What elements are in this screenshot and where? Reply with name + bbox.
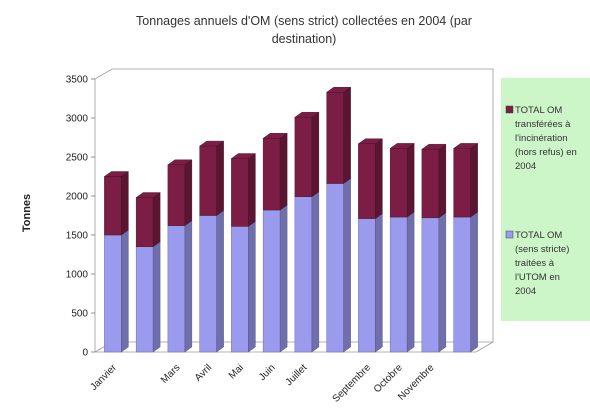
legend-text-line: l'incinération	[515, 133, 568, 144]
y-tick-label: 2000	[66, 192, 89, 203]
x-tick-label: Juin	[257, 362, 278, 383]
bar-utom-side	[470, 211, 478, 353]
bar-utom-side	[248, 221, 256, 353]
bar-top-face	[199, 140, 225, 147]
bar-incineration-side	[279, 132, 288, 211]
bar-incineration-front	[231, 158, 249, 227]
bar-top-face	[167, 159, 193, 166]
bar-incineration-side	[406, 143, 415, 218]
bar-incineration-front	[135, 197, 154, 247]
legend-text-line: 2004	[515, 161, 536, 172]
y-tick-label: 3500	[66, 75, 89, 86]
legend-text-line: transférées à	[515, 119, 571, 130]
legend-text-incineration: TOTAL OM transférées à l'incinération (hors…	[515, 105, 577, 172]
x-axis-ticks: Janvier Mars Avril Mai Juin Juillet SeptembreO…	[88, 362, 436, 405]
bars	[103, 86, 479, 353]
bar-utom-side	[406, 211, 415, 353]
legend-text-line: TOTAL OM	[515, 105, 562, 116]
y-axis-ticks: 0 500 1000 1500 2000 2500 3000 3500	[66, 75, 95, 359]
bar-top-face	[357, 138, 383, 144]
y-tick-label: 1500	[66, 231, 89, 242]
bar-top-face	[326, 87, 352, 93]
y-tick-label: 2500	[66, 153, 89, 164]
legend-text-utom: TOTAL OM (sens stricte) traitées à l'UTOM e…	[515, 230, 569, 297]
bar-incineration-front	[199, 145, 217, 216]
x-tick-label: Janvier	[88, 362, 119, 393]
bar-utom-front	[167, 225, 186, 353]
y-tick-label: 0	[82, 348, 88, 359]
bar-incineration-side	[375, 138, 383, 220]
bar-incineration-front	[262, 138, 281, 211]
legend-swatch-incineration	[505, 105, 514, 114]
bar-top-face	[389, 143, 415, 149]
x-tick-label: Mai	[227, 362, 246, 381]
bar-utom-side	[216, 210, 224, 353]
legend-swatch-utom	[505, 230, 514, 239]
legend-text-line: TOTAL OM	[515, 230, 562, 241]
bar-top-face	[262, 133, 288, 139]
bar-incineration-front	[421, 148, 440, 219]
bar-top-face	[421, 143, 447, 150]
bar-incineration-front	[167, 164, 186, 226]
chart-title-line-2: destination)	[272, 32, 337, 46]
bar-top-face	[294, 112, 320, 118]
legend-text-line: 2004	[515, 286, 536, 297]
bar-incineration-front	[358, 143, 376, 219]
bar-incineration-side	[438, 143, 447, 219]
bar-top-face	[103, 171, 129, 177]
bar-incineration-front	[453, 148, 471, 218]
bar-utom-side	[152, 241, 161, 353]
bar-utom-front	[294, 196, 313, 353]
bar-utom-side	[279, 204, 288, 353]
bar-incineration-front	[104, 176, 122, 236]
y-tick-label: 3000	[66, 114, 89, 125]
bar-incineration-side	[343, 86, 351, 184]
legend-text-line: (hors refus) en	[515, 147, 577, 158]
bar-incineration-side	[248, 153, 256, 227]
bar-utom-front	[199, 215, 217, 353]
bar-top-face	[230, 153, 256, 159]
bar-incineration-side	[121, 171, 129, 236]
bar-utom-front	[231, 226, 249, 353]
plot-wall-outline	[94, 68, 494, 353]
bar-utom-front	[262, 209, 281, 353]
bar-incineration-side	[470, 143, 478, 218]
bar-utom-side	[121, 229, 129, 353]
bar-incineration-front	[326, 92, 344, 184]
bar-top-face	[135, 192, 161, 198]
bar-utom-front	[104, 234, 122, 353]
bar-utom-side	[343, 178, 351, 353]
bar-utom-front	[389, 216, 408, 353]
bar-incineration-side	[184, 159, 193, 227]
bar-utom-side	[438, 212, 447, 353]
x-tick-label: Mars	[159, 362, 183, 386]
x-tick-label: Juillet	[284, 362, 310, 388]
bar-utom-front	[135, 246, 154, 353]
bar-utom-front	[326, 183, 344, 353]
bar-top-face	[453, 143, 479, 149]
bar-incineration-side	[216, 140, 224, 216]
bar-incineration-side	[311, 111, 320, 198]
y-tick-label: 1000	[66, 270, 89, 281]
bar-incineration-front	[389, 148, 408, 218]
bar-utom-side	[184, 220, 193, 353]
legend-text-line: l'UTOM en	[515, 272, 560, 283]
y-axis-label: Tonnes	[21, 194, 33, 232]
bar-utom-side	[311, 191, 320, 353]
legend-text-line: (sens stricte)	[515, 244, 569, 255]
bar-incineration-side	[152, 192, 161, 248]
x-tick-label: Septembre	[331, 362, 374, 405]
bar-utom-front	[358, 218, 376, 353]
legend-box	[501, 78, 590, 321]
bar-utom-front	[421, 217, 440, 353]
chart-title-line-1: Tonnages annuels d'OM (sens strict) coll…	[136, 14, 472, 28]
bar-utom-front	[453, 216, 471, 353]
y-tick-label: 500	[71, 309, 88, 320]
bar-utom-side	[375, 213, 383, 353]
x-tick-label: Avril	[193, 362, 214, 383]
legend: TOTAL OM transférées à l'incinération (hors…	[501, 78, 590, 321]
legend-text-line: traitées à	[515, 258, 555, 269]
bar-incineration-front	[294, 117, 313, 197]
